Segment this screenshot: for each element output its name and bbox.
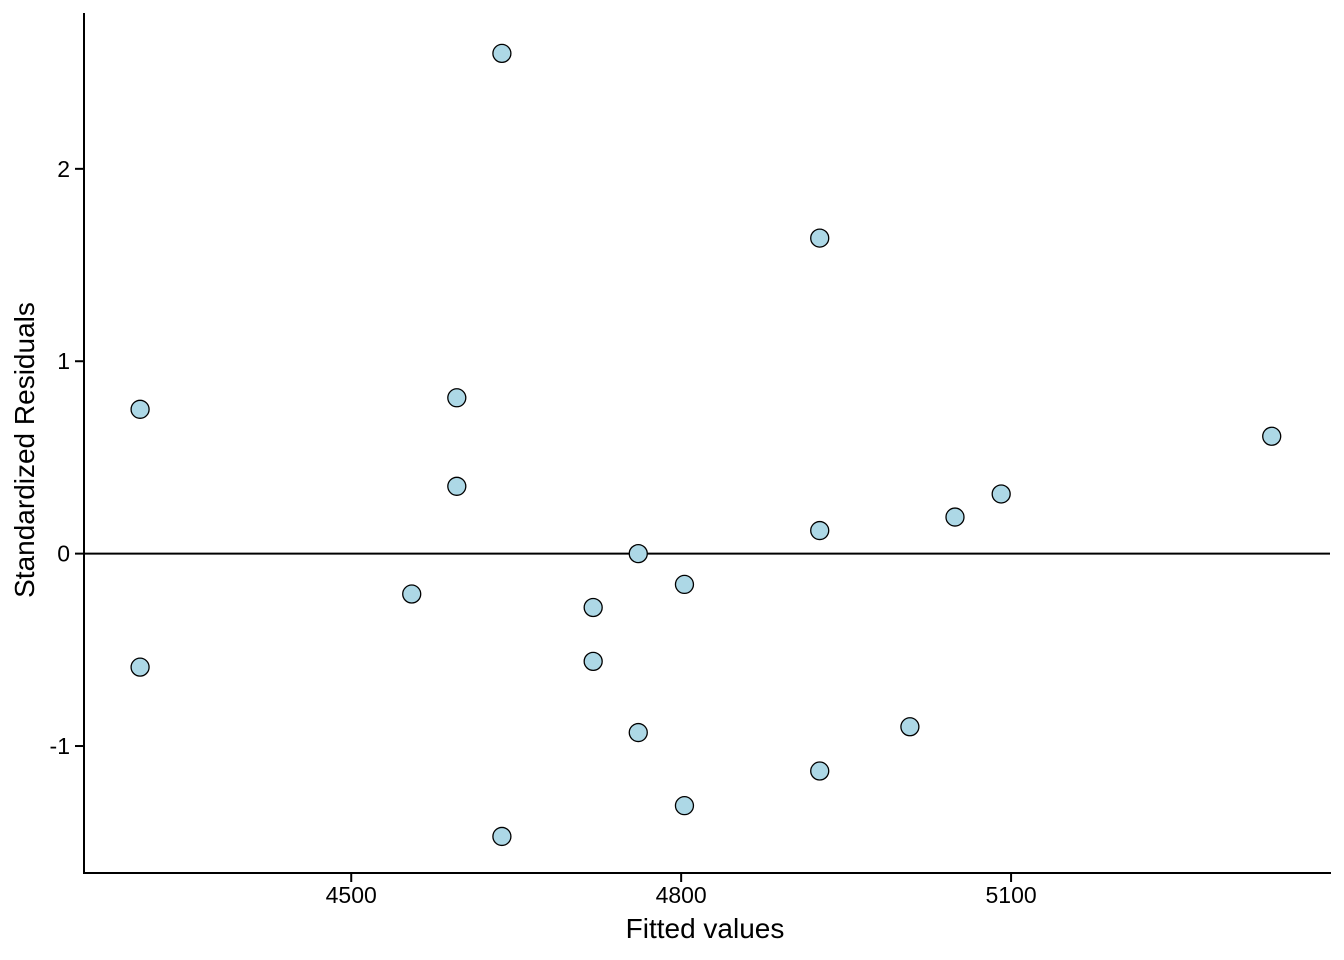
data-point [945,507,965,527]
data-point [492,43,512,64]
data-point [810,761,830,781]
y-tick-label: 0 [57,541,70,567]
axis-ticks: 4500 4800 5100 -1 0 1 2 [50,156,1037,908]
data-point [130,399,150,419]
x-tick-label: 4800 [656,882,707,908]
data-point [130,657,150,677]
y-tick-label: 1 [57,348,70,374]
y-tick-label: 2 [57,156,70,182]
data-point [447,388,467,408]
data-points [130,43,1282,847]
y-axis-title: Standardized Residuals [9,302,40,598]
data-point [900,717,920,737]
data-point [402,584,422,604]
data-point [447,476,467,496]
axes [83,13,1331,874]
data-point [991,484,1011,504]
data-point [1262,426,1282,446]
x-tick-label: 5100 [985,882,1036,908]
data-point [628,543,648,564]
y-tick-label: -1 [50,733,70,759]
data-point [628,722,648,743]
data-point [810,520,830,541]
data-point [583,651,603,672]
data-point [583,597,603,618]
data-point [492,826,512,847]
data-point [810,228,830,248]
data-point [674,796,695,816]
data-point [674,574,695,595]
x-axis-title: Fitted values [626,913,785,944]
x-tick-label: 4500 [326,882,377,908]
